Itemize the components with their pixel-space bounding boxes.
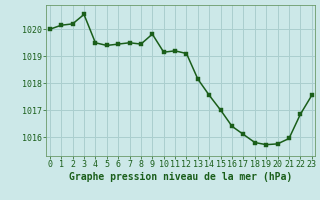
X-axis label: Graphe pression niveau de la mer (hPa): Graphe pression niveau de la mer (hPa) bbox=[69, 172, 292, 182]
